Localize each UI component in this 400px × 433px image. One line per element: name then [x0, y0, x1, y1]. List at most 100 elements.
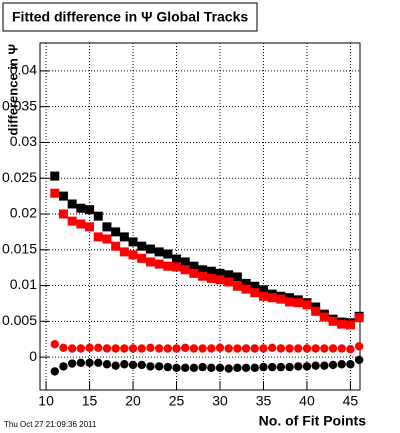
point — [154, 247, 164, 257]
x-tick-label: 35 — [256, 393, 272, 409]
point — [328, 316, 338, 326]
point — [120, 344, 129, 353]
point — [302, 300, 312, 310]
x-tick-label: 45 — [343, 393, 359, 409]
point — [302, 362, 312, 371]
point — [85, 358, 94, 368]
point — [294, 362, 303, 371]
point — [172, 344, 181, 353]
point — [102, 234, 112, 244]
point — [250, 288, 260, 298]
point — [102, 344, 112, 353]
y-axis-label: difference in Ψ — [5, 44, 20, 135]
point — [111, 227, 121, 237]
chart-title: Fitted difference in Ψ Global Tracks — [12, 9, 248, 25]
point — [285, 297, 295, 307]
point — [207, 363, 216, 373]
point — [128, 344, 138, 353]
point — [59, 362, 68, 371]
point — [346, 360, 355, 369]
point — [294, 344, 303, 353]
point — [172, 254, 182, 264]
point — [267, 293, 277, 303]
point — [215, 268, 225, 278]
point — [119, 247, 129, 257]
x-tick-label: 40 — [299, 393, 315, 409]
point — [258, 291, 268, 301]
y-tick-label: 0.025 — [2, 169, 37, 185]
point — [250, 344, 259, 353]
point — [345, 320, 355, 330]
footer: Thu Oct 27 21:09:36 2011 — [4, 420, 97, 429]
point — [337, 319, 347, 329]
point — [181, 363, 190, 373]
point — [119, 232, 129, 242]
point — [128, 237, 138, 247]
point — [172, 262, 182, 272]
point — [328, 344, 338, 353]
point — [76, 219, 86, 229]
point — [111, 241, 121, 251]
point — [59, 343, 68, 352]
point — [276, 344, 286, 353]
point — [328, 360, 338, 370]
point — [285, 344, 294, 353]
point — [85, 205, 95, 215]
y-tick-label: 0.04 — [10, 62, 37, 78]
point — [267, 343, 277, 352]
y-tick-label: 0.015 — [2, 240, 37, 256]
point — [85, 343, 94, 352]
point — [137, 241, 147, 251]
point — [146, 343, 155, 352]
point — [215, 363, 225, 373]
point — [146, 362, 155, 371]
x-tick-label: 20 — [125, 393, 141, 409]
point — [111, 344, 120, 353]
point — [346, 345, 355, 354]
point — [111, 361, 120, 370]
point — [172, 363, 181, 373]
point — [67, 359, 77, 368]
y-tick-label: 0.035 — [2, 97, 37, 113]
point — [93, 232, 103, 242]
point — [320, 344, 329, 353]
point — [224, 344, 233, 353]
point — [102, 222, 112, 232]
point — [206, 266, 216, 276]
point — [76, 344, 86, 353]
point — [241, 344, 251, 353]
point — [50, 188, 60, 198]
point — [50, 171, 60, 181]
point — [337, 344, 346, 353]
point — [232, 281, 242, 291]
point — [224, 364, 233, 373]
point — [137, 253, 147, 263]
point — [67, 216, 77, 226]
point — [189, 344, 199, 353]
point — [94, 343, 103, 352]
y-tick-label: 0 — [29, 348, 37, 364]
y-tick-label: 0.03 — [10, 133, 37, 149]
point — [311, 361, 320, 370]
title-box — [2, 2, 258, 32]
point — [311, 344, 320, 353]
point — [163, 261, 173, 271]
point — [258, 285, 268, 295]
point — [163, 344, 173, 353]
point — [189, 363, 199, 373]
point — [137, 360, 146, 370]
point — [189, 268, 199, 278]
x-axis-label: No. of Fit Points — [259, 413, 367, 429]
point — [276, 294, 286, 304]
point — [181, 343, 190, 352]
point — [198, 271, 208, 281]
x-tick-label: 15 — [82, 393, 98, 409]
point — [128, 360, 138, 370]
point — [224, 277, 234, 287]
point — [250, 363, 259, 373]
point — [250, 281, 260, 291]
point — [120, 360, 129, 369]
point — [337, 360, 346, 369]
point — [163, 362, 173, 372]
point — [293, 298, 303, 308]
